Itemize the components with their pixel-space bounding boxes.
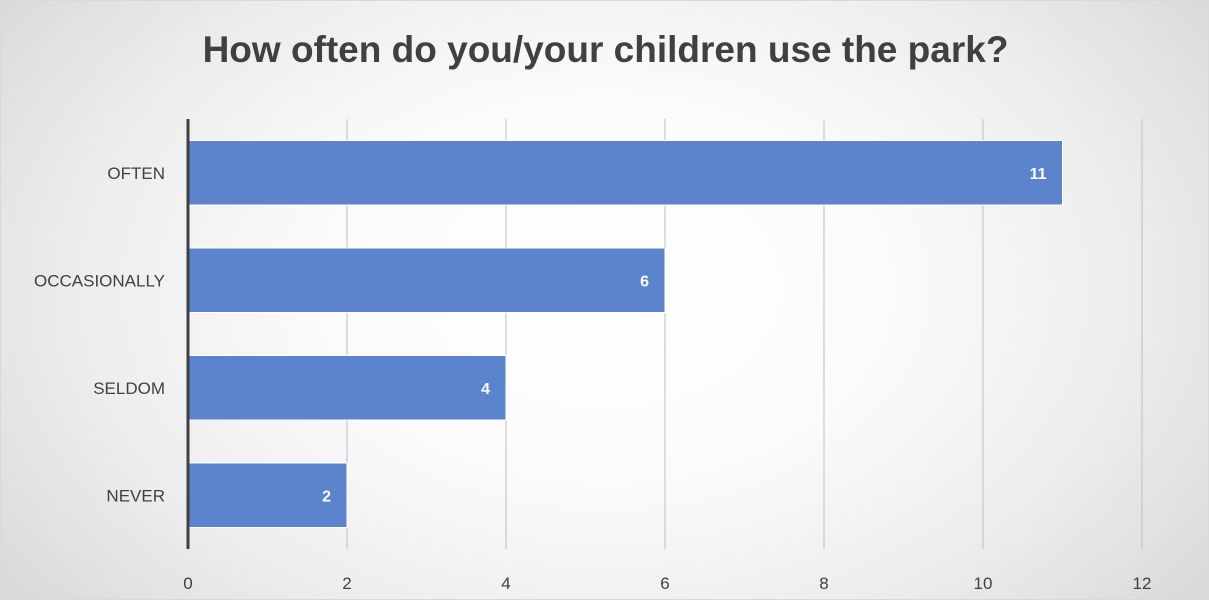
x-tick-label-2: 4 xyxy=(501,574,510,593)
data-label-seldom: 4 xyxy=(481,381,490,398)
bar-never xyxy=(187,462,348,528)
chart-title: How often do you/your children use the p… xyxy=(202,29,1009,70)
bar-occasionally xyxy=(187,247,666,313)
x-tick-label-6: 12 xyxy=(1133,574,1152,593)
category-label-never: NEVER xyxy=(106,486,165,505)
data-label-never: 2 xyxy=(322,488,331,505)
x-tick-label-5: 10 xyxy=(974,574,993,593)
category-label-often: OFTEN xyxy=(107,164,165,183)
x-tick-label-4: 8 xyxy=(819,574,828,593)
x-tick-label-0: 0 xyxy=(183,574,192,593)
category-label-seldom: SELDOM xyxy=(93,379,165,398)
data-label-occasionally: 6 xyxy=(640,273,649,290)
category-label-occasionally: OCCASIONALLY xyxy=(34,271,165,290)
bar-seldom xyxy=(187,355,507,421)
bar-often xyxy=(187,140,1063,206)
data-label-often: 11 xyxy=(1030,166,1047,183)
x-tick-label-3: 6 xyxy=(660,574,669,593)
x-tick-label-1: 2 xyxy=(342,574,351,593)
